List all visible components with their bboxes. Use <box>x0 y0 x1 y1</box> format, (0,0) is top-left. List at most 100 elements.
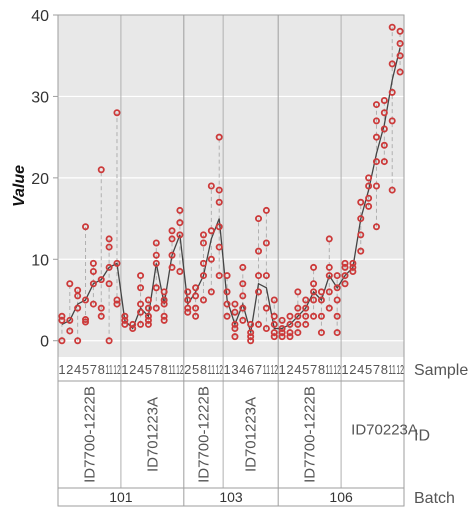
point-101-1-11-1 <box>168 251 176 259</box>
point-103-0-12-2 <box>215 223 223 231</box>
point-103-0-11-1 <box>207 255 215 263</box>
point-103-1-12-3 <box>270 312 278 320</box>
point-106-1-12-3 <box>396 27 404 35</box>
point-101-1-7-3 <box>152 251 160 259</box>
point-106-0-1-3 <box>278 316 286 324</box>
point-101-0-12-1 <box>113 296 121 304</box>
point-101-0-8-2 <box>97 276 105 284</box>
point-106-0-4-1 <box>294 320 302 328</box>
point-101-1-11-3 <box>168 227 176 235</box>
sample-label: 12 <box>396 362 404 377</box>
sample-label: 1 <box>58 362 65 377</box>
point-103-1-3-1 <box>231 324 239 332</box>
point-106-0-11-0 <box>325 304 333 312</box>
sample-label: 7 <box>255 362 262 377</box>
point-101-0-11-2 <box>105 263 113 271</box>
point-103-0-2-2 <box>184 296 192 304</box>
point-101-1-8-0 <box>160 316 168 324</box>
data-points <box>58 23 404 345</box>
point-103-0-12-5 <box>215 133 223 141</box>
point-101-0-11-4 <box>105 235 113 243</box>
point-101-0-7-3 <box>89 259 97 267</box>
sample-label: 7 <box>310 362 317 377</box>
point-103-0-12-3 <box>215 198 223 206</box>
point-106-0-2-3 <box>286 312 294 320</box>
point-106-0-11-4 <box>325 235 333 243</box>
point-101-0-12-2 <box>113 259 121 267</box>
point-101-1-8-3 <box>160 296 168 304</box>
sample-label: 7 <box>90 362 97 377</box>
point-103-1-4-2 <box>239 292 247 300</box>
point-106-1-7-5 <box>372 101 380 109</box>
id-label: ID7700-1222B <box>302 386 319 483</box>
point-106-0-2-2 <box>286 320 294 328</box>
sample-label: 5 <box>192 362 199 377</box>
point-101-0-8-0 <box>97 312 105 320</box>
point-103-0-11-0 <box>207 288 215 296</box>
point-101-1-1-2 <box>121 312 129 320</box>
sample-label: 11 <box>168 362 176 377</box>
sample-label: 1 <box>223 362 230 377</box>
point-106-0-7-0 <box>310 312 318 320</box>
point-101-1-7-4 <box>152 239 160 247</box>
point-106-1-11-4 <box>388 23 396 31</box>
point-101-0-11-1 <box>105 280 113 288</box>
point-106-0-7-1 <box>310 296 318 304</box>
point-101-1-4-0 <box>137 320 145 328</box>
sample-label: 6 <box>247 362 254 377</box>
point-101-0-1-1 <box>58 316 66 324</box>
point-106-1-4-2 <box>357 215 365 223</box>
point-103-1-6-3 <box>247 320 255 328</box>
point-103-1-3-0 <box>231 333 239 341</box>
point-101-0-11-0 <box>105 337 113 345</box>
point-101-1-8-4 <box>160 288 168 296</box>
sample-label: 11 <box>208 362 216 377</box>
sample-label: 5 <box>365 362 372 377</box>
point-106-1-11-1 <box>388 117 396 125</box>
point-106-1-8-1 <box>380 141 388 149</box>
point-101-1-8-2 <box>160 300 168 308</box>
point-103-1-11-1 <box>262 304 270 312</box>
batch-label: 101 <box>109 489 133 505</box>
sample-label: 11 <box>326 362 334 377</box>
point-106-1-5-1 <box>365 194 373 202</box>
point-106-0-8-2 <box>317 296 325 304</box>
point-103-0-8-3 <box>199 239 207 247</box>
point-106-1-8-0 <box>380 158 388 166</box>
point-101-1-2-0 <box>129 324 137 332</box>
row-label-id: ID <box>414 428 430 445</box>
sample-label: 12 <box>113 362 121 377</box>
point-101-0-7-0 <box>89 300 97 308</box>
point-106-0-5-0 <box>302 320 310 328</box>
point-103-1-7-1 <box>255 288 263 296</box>
point-101-0-7-2 <box>89 267 97 275</box>
point-101-0-1-2 <box>58 312 66 320</box>
point-101-0-1-0 <box>58 337 66 345</box>
point-101-1-11-2 <box>168 235 176 243</box>
point-106-1-11-3 <box>388 60 396 68</box>
row-label-sample: Sample <box>414 362 468 379</box>
point-103-1-1-3 <box>223 272 231 280</box>
point-103-1-3-4 <box>231 300 239 308</box>
y-tick-label-20: 20 <box>31 171 49 188</box>
point-101-1-7-2 <box>152 259 160 267</box>
point-103-0-11-3 <box>207 182 215 190</box>
point-106-0-12-0 <box>333 329 341 337</box>
sample-label: 3 <box>231 362 238 377</box>
sample-label: 8 <box>318 362 325 377</box>
point-103-0-8-0 <box>199 296 207 304</box>
point-103-1-1-0 <box>223 312 231 320</box>
sample-label: 4 <box>239 362 246 377</box>
point-101-0-11-3 <box>105 243 113 251</box>
point-106-0-12-1 <box>333 312 341 320</box>
point-101-0-5-3 <box>82 223 90 231</box>
plot-panel <box>58 15 404 357</box>
point-103-1-3-2 <box>231 320 239 328</box>
point-101-1-7-0 <box>152 304 160 312</box>
point-106-1-2-2 <box>349 259 357 267</box>
y-axis-title: Value <box>11 165 28 207</box>
point-103-1-7-0 <box>255 320 263 328</box>
sample-label: 12 <box>271 362 279 377</box>
point-106-0-2-0 <box>286 333 294 341</box>
